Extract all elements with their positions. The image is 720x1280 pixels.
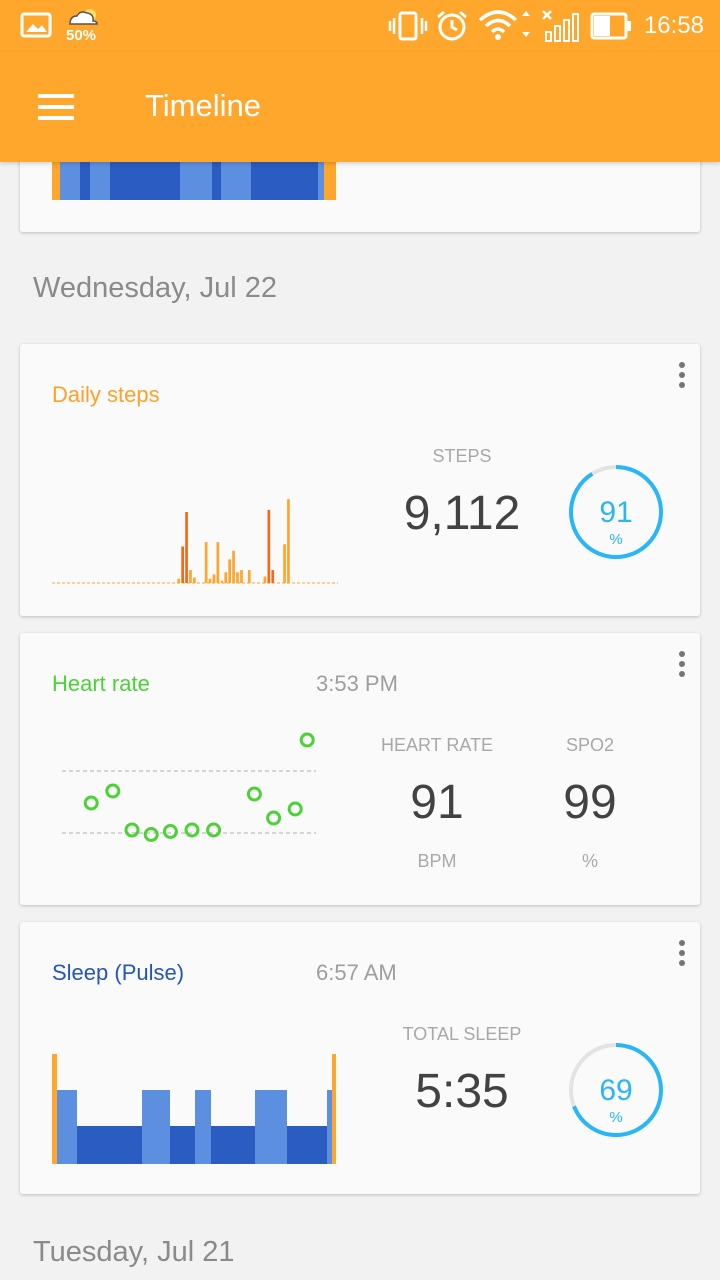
steps-bar — [287, 499, 290, 583]
steps-bar — [240, 570, 243, 583]
steps-goal-ring — [569, 465, 663, 559]
steps-bar — [271, 570, 275, 583]
steps-bar — [224, 572, 228, 584]
heart-rate-value: 91 — [410, 776, 464, 829]
sleep-segment — [77, 1126, 142, 1164]
heart-rate-point — [83, 795, 99, 811]
sleep-segment — [57, 1090, 77, 1164]
card-title: Sleep (Pulse) — [52, 960, 185, 985]
steps-more-button[interactable] — [678, 362, 686, 390]
steps-bar — [247, 570, 251, 583]
heart-rate-point — [206, 822, 222, 838]
heart-rate-point — [184, 822, 200, 838]
card-time: 6:57 AM — [316, 960, 397, 985]
alarm-icon — [437, 10, 467, 41]
clock-time: 16:58 — [643, 12, 704, 39]
sleep-segment — [255, 1090, 287, 1164]
daily-steps-card[interactable]: Daily steps STEPS 9,112 91 % — [20, 344, 700, 616]
sleep-segment — [332, 1054, 336, 1164]
vibrate-icon — [388, 11, 428, 41]
spo2-label: SPO2 — [565, 735, 615, 755]
sleep-segment — [170, 1126, 195, 1164]
steps-goal-unit: % — [609, 531, 623, 548]
status-bar: 50% 16:58 — [0, 0, 720, 52]
wifi-icon — [478, 10, 530, 40]
sleep-more-button[interactable] — [678, 940, 686, 968]
total-sleep-label: TOTAL SLEEP — [402, 1024, 522, 1044]
page-title: Timeline — [145, 88, 261, 123]
steps-bar — [216, 542, 220, 583]
steps-bar — [208, 578, 212, 583]
sleep-goal-unit: % — [609, 1109, 623, 1126]
date-header: Wednesday, Jul 22 — [33, 272, 277, 304]
heart-rate-point — [124, 822, 140, 838]
steps-bar — [220, 580, 224, 583]
heart-rate-point — [246, 786, 262, 802]
steps-bar — [228, 559, 231, 583]
heart-rate-point — [287, 801, 303, 817]
signal-icon — [542, 10, 579, 42]
steps-bar — [212, 574, 216, 583]
sleep-segment — [195, 1090, 211, 1164]
heart-rate-label: HEART RATE — [380, 735, 494, 755]
heart-rate-point — [105, 783, 121, 799]
heart-rate-point — [143, 827, 159, 842]
steps-bar — [236, 572, 239, 584]
steps-value: 9,112 — [403, 487, 521, 540]
previous-sleep-chart — [52, 160, 336, 200]
steps-bar — [185, 512, 188, 583]
sleep-segment — [327, 1090, 332, 1164]
steps-chart — [52, 499, 338, 584]
steps-bar — [189, 570, 192, 583]
steps-bar — [181, 546, 184, 583]
sleep-goal-ring — [569, 1043, 663, 1137]
heart-rate-unit: BPM — [417, 851, 457, 871]
steps-bar — [204, 542, 208, 583]
gallery-notification-icon — [20, 12, 52, 38]
date-header: Tuesday, Jul 21 — [33, 1236, 235, 1268]
card-time: 3:53 PM — [316, 671, 398, 696]
sleep-chart — [52, 1054, 336, 1164]
sleep-segment — [52, 1054, 57, 1164]
menu-button[interactable] — [36, 92, 76, 122]
spo2-value: 99 — [563, 776, 617, 829]
sleep-card[interactable]: Sleep (Pulse) 6:57 AM TOTAL SLEEP 5:35 6… — [20, 922, 700, 1194]
heart-rate-card[interactable]: Heart rate 3:53 PM HEART RATE 91 BPM SPO… — [20, 633, 700, 905]
steps-bar — [193, 577, 196, 583]
total-sleep-value: 5:35 — [415, 1065, 509, 1118]
ring-progress — [569, 1043, 663, 1137]
steps-bar — [177, 578, 181, 583]
sleep-segment — [287, 1126, 327, 1164]
heart-rate-point — [162, 824, 178, 839]
heart-rate-point — [299, 732, 315, 748]
sleep-segment — [142, 1090, 170, 1164]
sleep-segment — [211, 1126, 255, 1164]
steps-bar — [267, 509, 271, 583]
steps-label: STEPS — [432, 446, 492, 466]
steps-bar — [263, 576, 267, 583]
app-bar: Timeline — [0, 52, 720, 162]
heart-rate-point — [266, 810, 282, 826]
sleep-goal-percent: 69 — [599, 1074, 633, 1107]
ring-progress — [569, 465, 663, 559]
card-title: Heart rate — [52, 671, 150, 696]
steps-bar — [283, 544, 286, 583]
heart-more-button[interactable] — [678, 651, 686, 679]
battery-icon — [590, 12, 631, 40]
weather-icon — [69, 9, 98, 25]
heart-rate-chart — [62, 732, 316, 842]
steps-goal-percent: 91 — [599, 496, 633, 529]
steps-bar — [232, 550, 235, 584]
hamburger-icon — [38, 94, 74, 98]
weather-percent-label: 50% — [66, 27, 97, 44]
card-title: Daily steps — [52, 382, 160, 407]
spo2-unit: % — [581, 851, 598, 871]
